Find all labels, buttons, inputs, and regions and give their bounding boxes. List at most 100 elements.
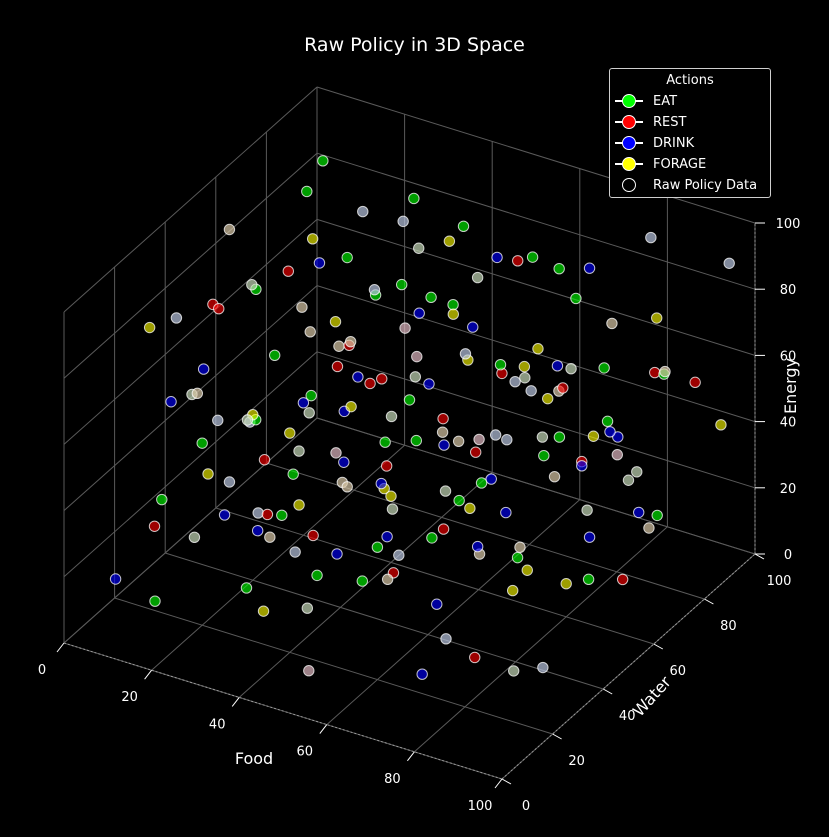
legend-marker-rest <box>614 112 644 132</box>
data-point-raw-policy <box>439 485 452 497</box>
data-point-rest <box>376 373 388 385</box>
data-point-raw-policy <box>368 284 381 296</box>
data-point-eat <box>475 477 488 489</box>
data-point-raw-policy <box>241 414 254 426</box>
axis-ticks: 0 0 0 20 20 20 40 40 40 60 60 60 80 80 80 100 100 100 <box>38 217 801 814</box>
data-point-forage <box>306 233 319 245</box>
data-point-drink <box>633 506 645 519</box>
y-tick-label: 20 <box>568 754 585 769</box>
y-tick-label: 80 <box>720 619 737 634</box>
data-point-rest <box>364 377 376 390</box>
data-point-eat <box>447 299 459 311</box>
data-point-drink <box>551 360 564 372</box>
data-point-raw-policy <box>537 661 549 674</box>
grid-line <box>316 218 756 356</box>
legend-item-drink: DRINK <box>614 133 694 153</box>
y-axis-line <box>501 553 756 780</box>
grid-line <box>63 417 318 644</box>
data-point-eat <box>240 582 253 594</box>
x-tick-mark <box>494 778 503 789</box>
data-point-drink <box>165 396 177 408</box>
data-point-drink <box>438 439 450 451</box>
data-point-raw-policy <box>606 317 618 330</box>
data-point-raw-policy <box>212 414 224 427</box>
data-point-eat <box>553 431 566 443</box>
data-point-drink <box>604 426 616 438</box>
data-point-raw-policy <box>301 602 314 614</box>
data-point-raw-policy <box>501 434 513 446</box>
data-point-forage <box>715 419 727 431</box>
legend-label: FORAGE <box>653 156 707 172</box>
data-point-eat <box>598 362 610 374</box>
data-point-eat <box>149 595 161 607</box>
data-point-raw-policy <box>436 426 449 438</box>
data-point-raw-policy <box>397 215 409 228</box>
data-point-drink <box>471 540 484 553</box>
data-point-raw-policy <box>303 407 315 419</box>
data-point-forage <box>521 564 533 576</box>
grid-line <box>114 597 553 735</box>
data-point-eat <box>395 278 408 291</box>
data-point-raw-policy <box>252 507 264 519</box>
data-point-raw-policy <box>399 322 411 334</box>
data-point-forage <box>284 427 296 439</box>
y-tick-label: 100 <box>767 574 792 589</box>
data-point-raw-policy <box>509 375 521 388</box>
grid-line <box>316 86 756 224</box>
data-point-forage <box>542 392 554 405</box>
data-point-raw-policy <box>643 522 655 534</box>
data-point-raw-policy <box>622 474 635 486</box>
z-tick-label: 100 <box>776 217 801 232</box>
legend-marker-eat <box>614 91 644 111</box>
y-tick-mark <box>552 733 562 740</box>
data-point-eat <box>408 192 420 205</box>
data-point-raw-policy <box>293 445 305 457</box>
data-point-drink <box>583 531 596 543</box>
x-axis-label: Food <box>235 749 273 768</box>
data-point-raw-policy <box>188 531 201 543</box>
data-point-forage <box>443 235 456 247</box>
data-point-rest <box>512 255 524 267</box>
data-point-raw-policy <box>333 340 345 352</box>
data-point-drink <box>197 363 210 375</box>
data-point-raw-policy <box>409 371 422 383</box>
data-point-raw-policy <box>385 410 398 423</box>
data-point-rest <box>437 523 450 535</box>
y-tick-mark <box>653 643 664 650</box>
grid-line <box>316 351 756 489</box>
legend-item-raw-policy-data: Raw Policy Data <box>614 175 757 195</box>
y-tick-mark <box>754 553 765 560</box>
y-axis-label: Water <box>629 672 675 720</box>
data-point-drink <box>352 371 364 383</box>
data-point-forage <box>651 312 663 324</box>
legend-marker-forage <box>614 154 644 174</box>
data-point-forage <box>345 400 357 413</box>
data-point-drink <box>331 548 343 560</box>
data-point-rest <box>469 446 482 458</box>
data-point-drink <box>251 524 264 537</box>
x-tick-mark <box>56 642 65 653</box>
y-tick-label: 60 <box>670 664 687 679</box>
data-point-raw-policy <box>223 476 236 488</box>
data-point-rest <box>649 366 661 379</box>
z-tick-label: 60 <box>780 349 797 364</box>
legend: Actions EAT REST DRINK FORAGE Raw Policy… <box>609 68 771 198</box>
data-point-forage <box>447 308 459 320</box>
data-point-raw-policy <box>393 549 405 561</box>
data-point-drink <box>297 397 310 409</box>
data-points <box>109 155 735 680</box>
x-axis-line <box>63 642 503 780</box>
data-point-drink <box>431 598 443 610</box>
data-point-raw-policy <box>303 665 315 677</box>
data-point-raw-policy <box>289 546 301 558</box>
data-point-eat <box>651 509 663 522</box>
grid-line <box>63 351 318 578</box>
x-tick-mark <box>407 751 415 762</box>
data-point-eat <box>317 155 329 167</box>
grid-line <box>326 499 581 725</box>
data-point-drink <box>583 262 596 274</box>
data-point-raw-policy <box>519 372 531 384</box>
data-point-drink <box>612 431 624 443</box>
data-point-eat <box>526 251 539 263</box>
data-point-forage <box>518 360 531 373</box>
